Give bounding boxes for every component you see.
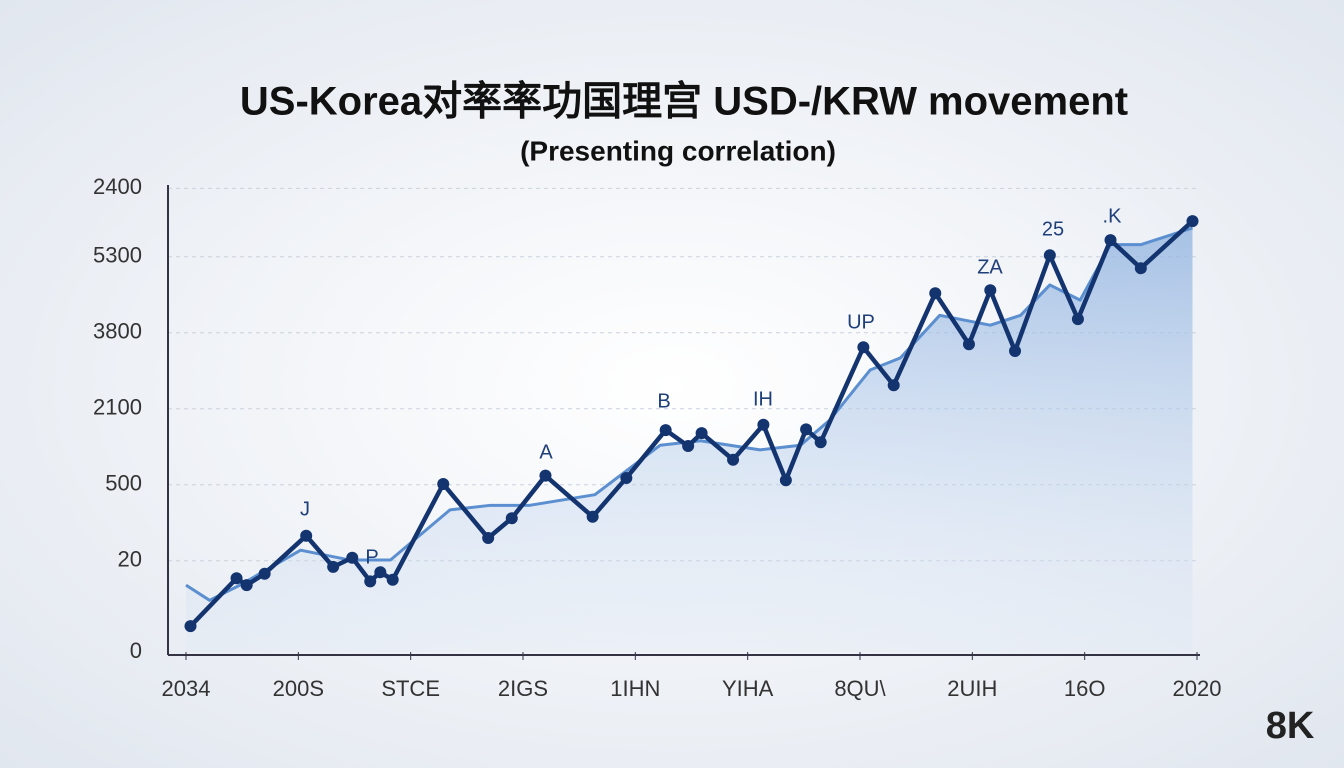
x-tick-label: 2UIH xyxy=(947,676,997,701)
point xyxy=(779,474,792,487)
point xyxy=(620,471,633,484)
point xyxy=(800,423,813,436)
x-tick-label: STCE xyxy=(381,676,440,701)
point xyxy=(814,436,827,449)
y-tick-label: 20 xyxy=(118,547,142,572)
point xyxy=(682,440,695,453)
point xyxy=(437,478,450,491)
point xyxy=(386,573,399,586)
chart-subtitle: (Presenting correlation) xyxy=(520,135,836,166)
point xyxy=(240,579,253,592)
point xyxy=(1186,215,1199,228)
x-tick-label: 200S xyxy=(273,676,324,701)
annotation: .K xyxy=(1103,205,1123,227)
point xyxy=(346,551,359,564)
y-tick-label: 5300 xyxy=(93,243,142,268)
x-tick-label: 16O xyxy=(1064,676,1106,701)
point xyxy=(695,427,708,440)
point xyxy=(586,510,599,523)
y-tick-label: 2100 xyxy=(93,395,142,420)
x-tick-label: 2020 xyxy=(1173,676,1222,701)
annotation: ZA xyxy=(977,256,1003,278)
point xyxy=(505,512,518,525)
point xyxy=(300,529,313,542)
point xyxy=(659,424,672,437)
point xyxy=(1043,249,1056,262)
area xyxy=(186,227,1193,653)
x-tick-label: 8QU\ xyxy=(834,676,886,701)
point xyxy=(539,469,552,482)
point xyxy=(374,566,387,579)
badge: 8K xyxy=(1266,705,1315,747)
y-tick-label: 0 xyxy=(130,638,142,663)
point xyxy=(184,620,197,633)
x-tick-label: 1IHN xyxy=(610,676,660,701)
annotation: 25 xyxy=(1042,218,1064,240)
y-tick-label: 500 xyxy=(105,471,142,496)
point xyxy=(1104,234,1117,247)
point xyxy=(962,338,975,351)
point xyxy=(1071,313,1084,326)
point xyxy=(230,572,243,585)
point xyxy=(364,575,377,588)
y-tick-label: 2400 xyxy=(93,174,142,199)
point xyxy=(1134,262,1147,275)
annotation: A xyxy=(539,441,553,463)
x-tick-label: YIHA xyxy=(722,676,774,701)
chart-title: US-Korea对率率功国理宫 USD-/KRW movement xyxy=(240,80,1128,124)
point xyxy=(327,560,340,573)
point xyxy=(929,287,942,300)
annotation: UP xyxy=(847,311,875,333)
y-tick-label: 3800 xyxy=(93,319,142,344)
annotation: J xyxy=(300,498,310,520)
annotation: IH xyxy=(753,388,773,410)
annotation: P xyxy=(365,546,378,568)
point xyxy=(857,341,870,354)
point xyxy=(984,284,997,297)
point xyxy=(258,567,271,580)
x-tick-label: 2IGS xyxy=(498,676,548,701)
x-tick-label: 2034 xyxy=(162,676,211,701)
point xyxy=(887,379,900,392)
point xyxy=(482,532,495,544)
annotation: B xyxy=(657,390,670,412)
point xyxy=(757,418,770,431)
point xyxy=(727,453,740,466)
point xyxy=(1009,345,1022,358)
